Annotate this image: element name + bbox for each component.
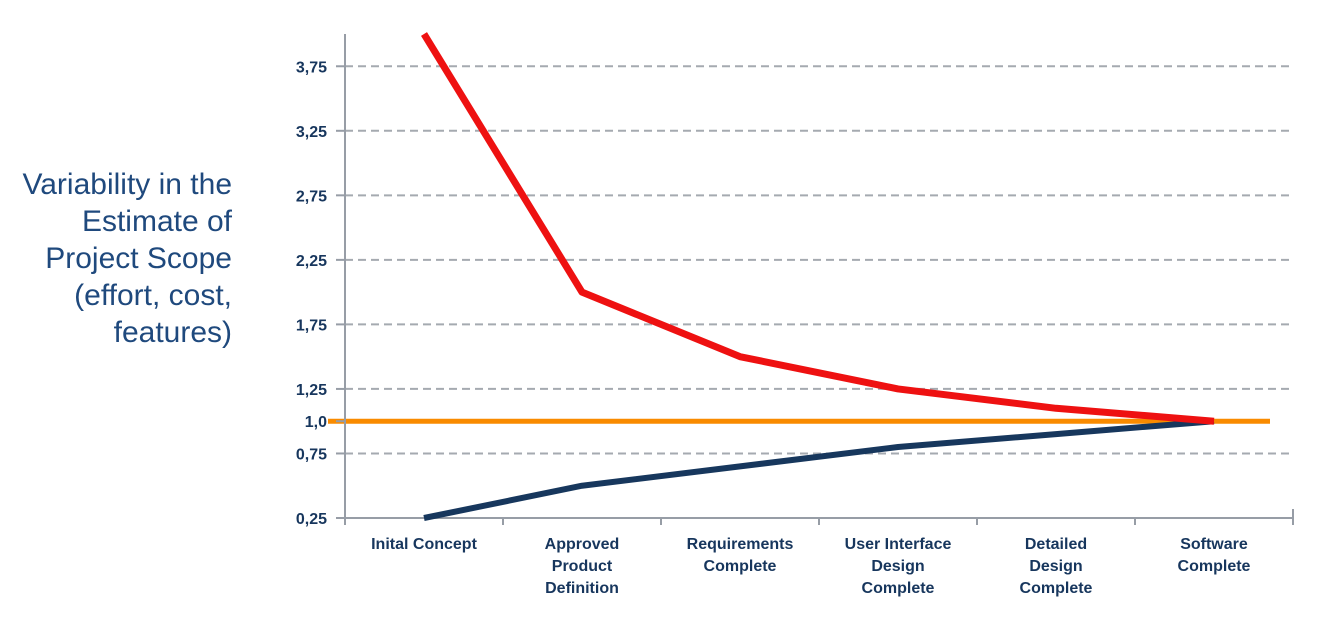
- y-tick-label: 1,0: [305, 414, 327, 431]
- upper-estimate-line: [421, 32, 1215, 425]
- y-axis-title: Variability in the Estimate of Project S…: [22, 168, 232, 349]
- y-tick-label: 0,75: [296, 446, 327, 463]
- y-tick-label: 2,25: [296, 253, 327, 270]
- y-tick-label: 1,25: [296, 382, 327, 399]
- y-tick-label: 0,25: [296, 511, 327, 528]
- x-category-label: Approved Product Definition: [545, 536, 620, 597]
- x-category-label: Requirements Complete: [687, 536, 794, 575]
- y-tick-label: 1,75: [296, 317, 327, 334]
- x-category-label: Inital Concept: [371, 536, 477, 553]
- y-tick-label: 2,75: [296, 188, 327, 205]
- x-category-label: User Interface Design Complete: [845, 536, 952, 597]
- lower-estimate-line: [423, 418, 1215, 521]
- y-tick-label: 3,25: [296, 124, 327, 141]
- x-category-label: Software Complete: [1178, 536, 1251, 575]
- x-category-label: Detailed Design Complete: [1020, 536, 1093, 597]
- y-tick-label: 3,75: [296, 59, 327, 76]
